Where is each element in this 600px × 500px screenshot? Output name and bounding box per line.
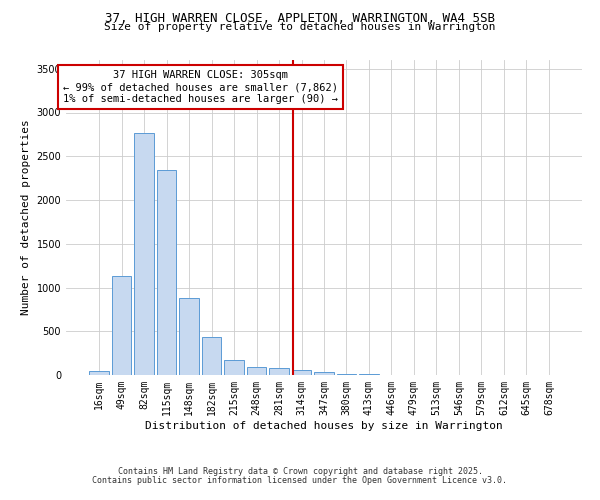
Bar xyxy=(247,366,266,375)
Text: Size of property relative to detached houses in Warrington: Size of property relative to detached ho… xyxy=(104,22,496,32)
Text: Contains public sector information licensed under the Open Government Licence v3: Contains public sector information licen… xyxy=(92,476,508,485)
Bar xyxy=(337,374,356,375)
Bar xyxy=(179,298,199,375)
X-axis label: Distribution of detached houses by size in Warrington: Distribution of detached houses by size … xyxy=(145,420,503,430)
Bar xyxy=(224,360,244,375)
Text: 37, HIGH WARREN CLOSE, APPLETON, WARRINGTON, WA4 5SB: 37, HIGH WARREN CLOSE, APPLETON, WARRING… xyxy=(105,12,495,26)
Bar xyxy=(89,371,109,375)
Bar xyxy=(314,372,334,375)
Bar xyxy=(134,132,154,375)
Text: Contains HM Land Registry data © Crown copyright and database right 2025.: Contains HM Land Registry data © Crown c… xyxy=(118,467,482,476)
Bar xyxy=(112,276,131,375)
Bar xyxy=(292,370,311,375)
Bar xyxy=(269,368,289,375)
Bar xyxy=(157,170,176,375)
Bar xyxy=(359,374,379,375)
Text: 37 HIGH WARREN CLOSE: 305sqm
← 99% of detached houses are smaller (7,862)
1% of : 37 HIGH WARREN CLOSE: 305sqm ← 99% of de… xyxy=(63,70,338,104)
Y-axis label: Number of detached properties: Number of detached properties xyxy=(21,120,31,316)
Bar xyxy=(202,338,221,375)
